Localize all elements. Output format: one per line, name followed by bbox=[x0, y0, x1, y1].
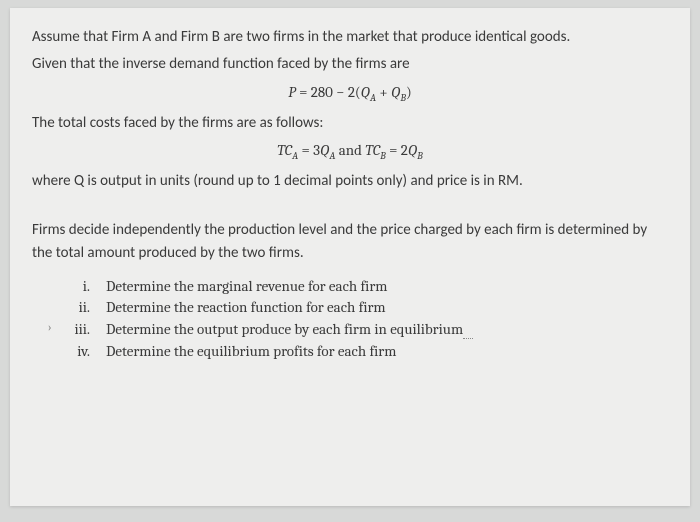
output-note: where Q is output in units (round up to … bbox=[32, 170, 668, 193]
question-list: i. Determine the marginal revenue for ea… bbox=[62, 276, 668, 363]
list-text: Determine the reaction function for each… bbox=[106, 297, 668, 319]
list-number: iv. bbox=[62, 341, 106, 363]
list-item: iii. Determine the output produce by eac… bbox=[62, 319, 668, 341]
document-page: Assume that Firm A and Firm B are two fi… bbox=[10, 8, 690, 506]
demand-equation: P = 280 − 2(QA + QB) bbox=[32, 83, 668, 104]
list-item: ii. Determine the reaction function for … bbox=[62, 297, 668, 319]
intro-line-2: Given that the inverse demand function f… bbox=[32, 53, 668, 76]
list-item: iv. Determine the equilibrium profits fo… bbox=[62, 341, 668, 363]
intro-line-1: Assume that Firm A and Firm B are two fi… bbox=[32, 26, 668, 49]
list-text: Determine the equilibrium profits for ea… bbox=[106, 341, 668, 363]
cost-equations: TCA = 3QA and TCB = 2QB bbox=[32, 141, 668, 162]
list-number: ii. bbox=[62, 297, 106, 319]
list-text: Determine the marginal revenue for each … bbox=[106, 276, 668, 298]
list-text: Determine the output produce by each fir… bbox=[106, 319, 668, 341]
list-number: i. bbox=[62, 276, 106, 298]
list-item: i. Determine the marginal revenue for ea… bbox=[62, 276, 668, 298]
costs-intro: The total costs faced by the firms are a… bbox=[32, 112, 668, 135]
list-number: iii. bbox=[62, 319, 106, 341]
decision-paragraph: Firms decide independently the productio… bbox=[32, 219, 668, 266]
spacer bbox=[32, 197, 668, 219]
